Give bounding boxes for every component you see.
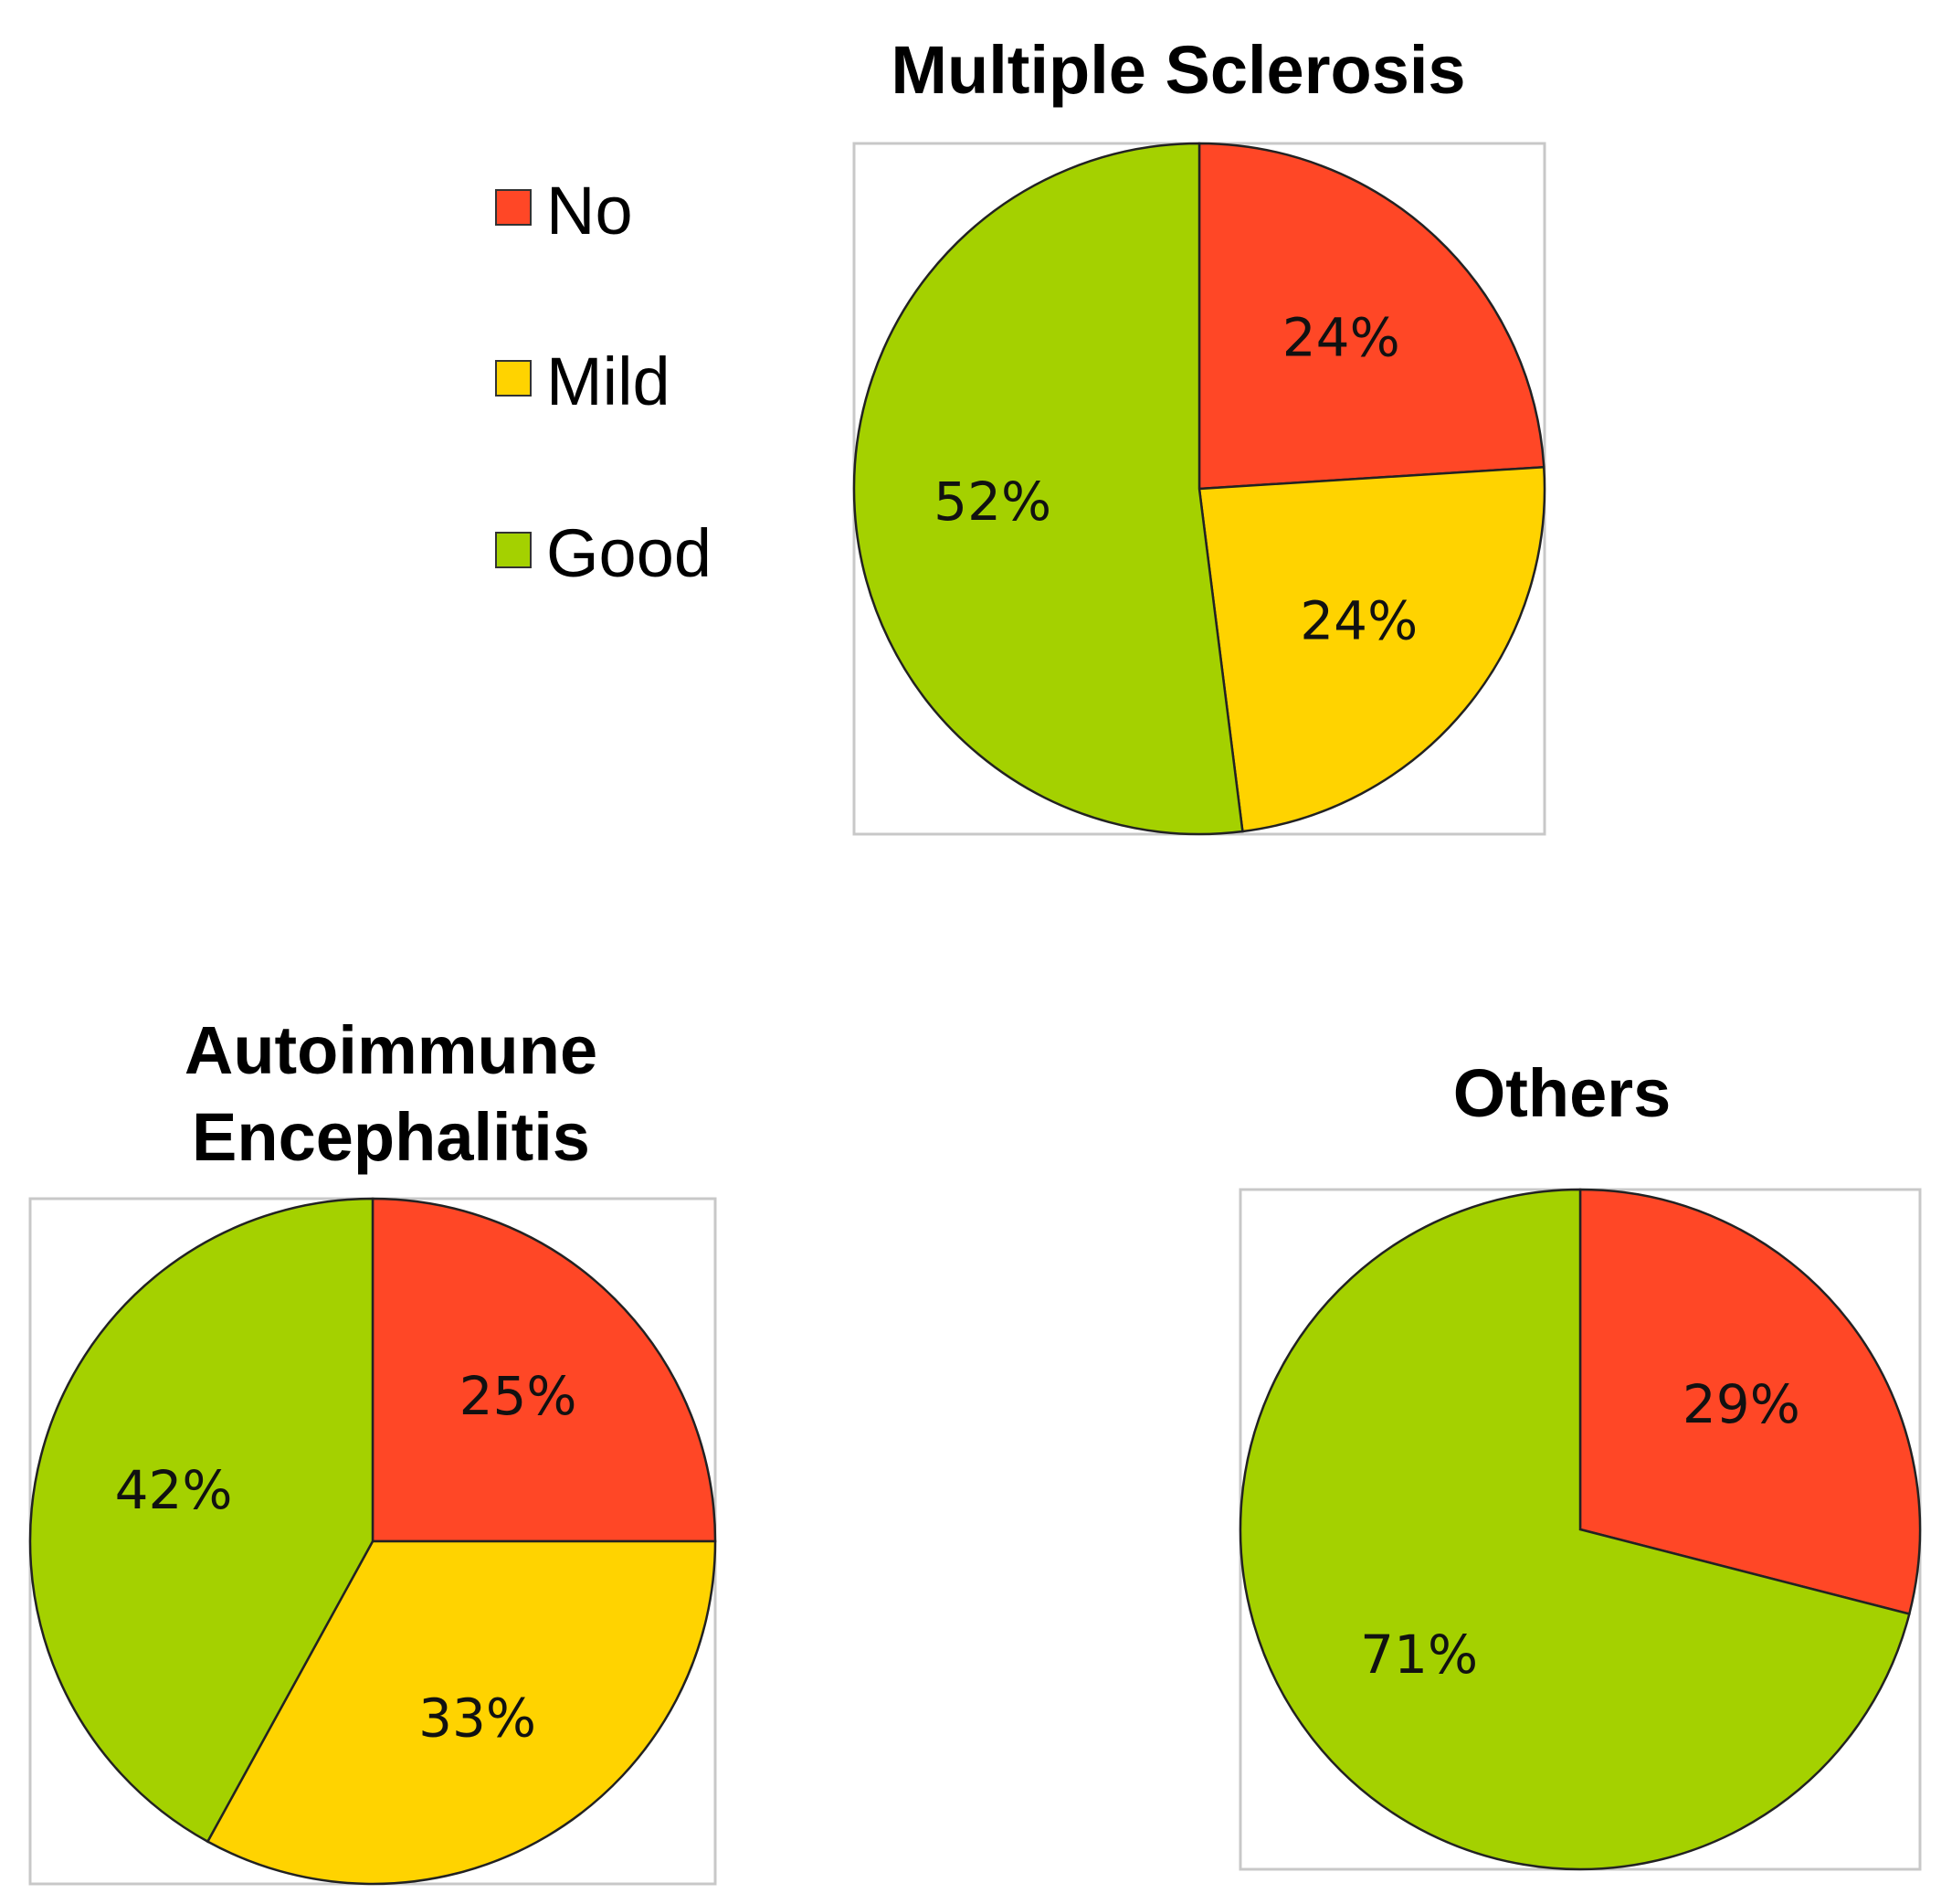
slice-label-multiple-sclerosis-good: 52% bbox=[934, 471, 1051, 533]
pie-slice-others-no bbox=[1578, 1188, 1922, 1616]
legend-item-mild: Mild bbox=[495, 344, 670, 419]
legend-label-mild: Mild bbox=[546, 344, 670, 419]
pie-slice-autoimmune-encephalitis-mild bbox=[206, 1539, 717, 1886]
legend-item-no: No bbox=[495, 173, 633, 249]
pie-slice-others-good bbox=[1239, 1188, 1911, 1871]
pie-slice-multiple-sclerosis-mild bbox=[1197, 465, 1546, 833]
slice-label-autoimmune-encephalitis-good: 42% bbox=[115, 1459, 233, 1521]
chart-title-autoimmune-line2: Encephalitis bbox=[192, 1099, 590, 1175]
pie-autoimmune-encephalitis: 25% 33% 42% bbox=[28, 1197, 717, 1886]
chart-title-autoimmune-line1: Autoimmune bbox=[185, 1012, 597, 1088]
slice-label-others-no: 29% bbox=[1683, 1373, 1800, 1435]
chart-multiple-sclerosis: Multiple Sclerosis 24% 24% 52% bbox=[852, 32, 1546, 836]
slice-label-multiple-sclerosis-mild: 24% bbox=[1300, 590, 1418, 652]
legend-label-good: Good bbox=[546, 515, 712, 591]
pie-others: 29% 71% bbox=[1239, 1188, 1922, 1871]
pie-slice-autoimmune-encephalitis-good bbox=[28, 1197, 374, 1844]
pie-multiple-sclerosis: 24% 24% 52% bbox=[852, 142, 1546, 836]
legend: No Mild Good bbox=[495, 173, 712, 591]
chart-others: Others 29% 71% bbox=[1239, 1055, 1922, 1871]
pie-slice-multiple-sclerosis-no bbox=[1197, 142, 1545, 491]
slice-label-multiple-sclerosis-no: 24% bbox=[1282, 307, 1400, 369]
chart-title-multiple-sclerosis: Multiple Sclerosis bbox=[891, 32, 1465, 108]
legend-label-no: No bbox=[546, 173, 633, 249]
legend-swatch-no bbox=[495, 189, 532, 226]
chart-autoimmune-encephalitis: Autoimmune Encephalitis 25% 33% 42% bbox=[28, 1012, 717, 1886]
slice-label-autoimmune-encephalitis-no: 25% bbox=[459, 1365, 577, 1427]
pie-slice-multiple-sclerosis-good bbox=[852, 142, 1244, 836]
pie-slice-autoimmune-encephalitis-no bbox=[371, 1197, 717, 1543]
legend-swatch-good bbox=[495, 532, 532, 568]
legend-swatch-mild bbox=[495, 360, 532, 397]
slice-label-others-good: 71% bbox=[1360, 1624, 1478, 1686]
legend-item-good: Good bbox=[495, 515, 712, 591]
slice-label-autoimmune-encephalitis-mild: 33% bbox=[418, 1687, 536, 1750]
chart-title-others: Others bbox=[1453, 1055, 1672, 1131]
